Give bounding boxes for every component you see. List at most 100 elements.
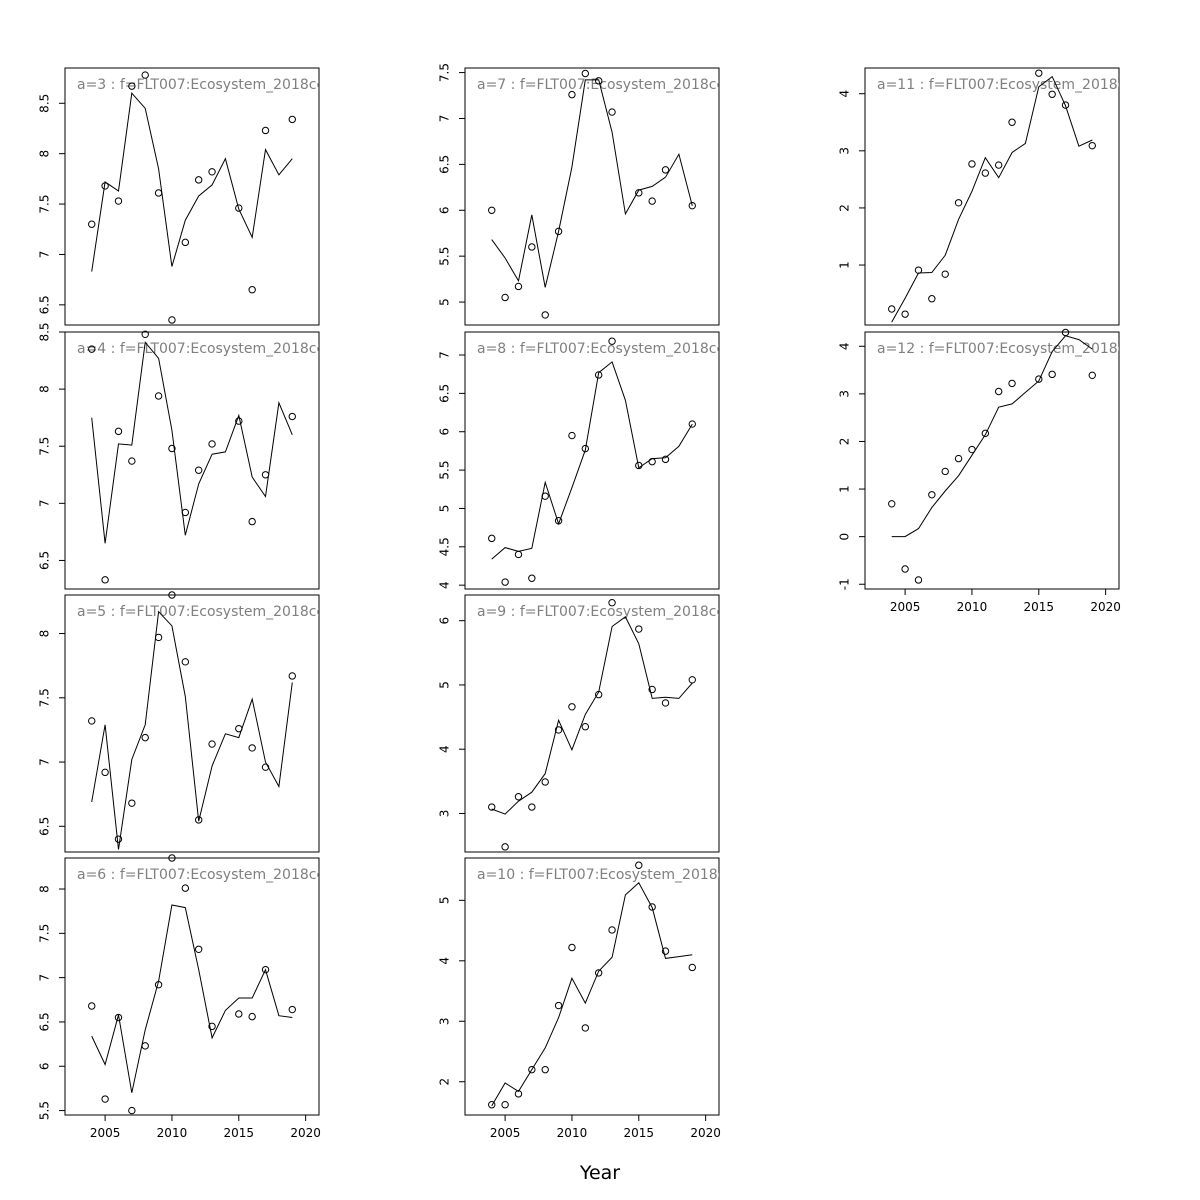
y-tick-label: 6 (438, 617, 452, 625)
panel-frame (464, 67, 720, 326)
observed-point (248, 1012, 256, 1021)
observed-point (594, 969, 603, 977)
panel-0: a=3 : f=FLT007:Ecosystem_2018cor 6.5 7 7.5 8… (38, 67, 320, 326)
observed-point (248, 744, 256, 752)
panel-frame (64, 67, 320, 326)
observed-point (914, 266, 923, 274)
observed-point (501, 843, 509, 851)
y-tick-label: 5.5 (38, 1101, 52, 1120)
observed-point (114, 197, 123, 205)
observed-point (661, 699, 670, 707)
y-tick-label: 3 (438, 1017, 452, 1025)
panel-1: a=4 : f=FLT007:Ecosystem_2018cor 6.5 7 7.5 8… (38, 322, 331, 590)
y-tick-label: 8 (38, 630, 52, 638)
panel-3: a=6 : f=FLT007:Ecosystem_2018cor 5.5 6 6.5 7… (38, 854, 321, 1140)
fitted-line (491, 361, 693, 560)
observed-point (888, 500, 896, 508)
observed-point (194, 176, 203, 184)
fitted-line (491, 616, 693, 815)
panel-6: a=9 : f=FLT007:Ecosystem_2018cor 3 4 5 6 (438, 594, 720, 853)
observed-point (528, 803, 536, 811)
observed-point (901, 565, 909, 573)
x-axis-label: Year (579, 1162, 620, 1184)
observed-point (661, 455, 670, 464)
panel-7: a=10 : f=FLT007:Ecosystem_2018cor 2 3 4 5 200… (438, 857, 721, 1140)
observed-point (501, 293, 509, 302)
y-tick-label: 5.5 (438, 247, 452, 266)
observed-point (661, 947, 670, 955)
observed-point (528, 574, 536, 582)
y-tick-label: 6 (438, 206, 452, 214)
observed-point (528, 243, 536, 251)
observed-point (541, 311, 549, 319)
x-tick-label: 2010 (557, 1126, 588, 1140)
panel-frame (64, 331, 320, 590)
panel-frame (64, 594, 320, 853)
observed-point (288, 115, 296, 124)
observed-point (968, 160, 976, 168)
observed-point (248, 517, 256, 526)
observed-point (514, 550, 523, 559)
y-tick-label: 4 (438, 957, 452, 965)
panel-4: a=7 : f=FLT007:Ecosystem_2018cor 5 5.5 6 6.5… (438, 63, 731, 326)
panel-title: a=4 : f=FLT007:Ecosystem_2018cor (77, 341, 331, 357)
panel-title: a=11 : f=FLT007:Ecosystem_2018cor (877, 77, 1140, 93)
observed-point (128, 82, 136, 90)
observed-point (928, 295, 936, 303)
y-tick-label: 3 (838, 390, 852, 398)
y-tick-label: 6.5 (438, 155, 452, 174)
observed-point (528, 1065, 536, 1074)
panel-frame (464, 857, 720, 1116)
y-tick-label: 6.5 (38, 295, 52, 314)
fitted-line (491, 882, 693, 1107)
y-tick-label: 7.5 (38, 195, 52, 214)
observed-point (1048, 90, 1056, 98)
y-tick-label: 7.5 (38, 437, 52, 456)
observed-point (688, 420, 696, 428)
observed-point (154, 981, 163, 989)
y-tick-label: 8 (38, 385, 52, 393)
fitted-line (91, 904, 293, 1093)
y-tick-label: 8 (38, 150, 52, 158)
fitted-line (491, 79, 693, 288)
panel-title: a=7 : f=FLT007:Ecosystem_2018cor (477, 77, 731, 93)
observed-point (501, 1101, 509, 1109)
y-tick-label: 6.5 (38, 551, 52, 570)
y-tick-label: 0 (838, 533, 852, 541)
observed-point (261, 471, 270, 479)
y-tick-label: 5 (438, 505, 452, 513)
y-tick-label: 7.5 (38, 924, 52, 943)
y-tick-label: 4 (838, 342, 852, 350)
x-tick-label: 2020 (1090, 600, 1121, 614)
x-tick-label: 2015 (624, 1126, 655, 1140)
observed-point (101, 576, 109, 584)
observed-point (994, 387, 1003, 396)
observed-point (541, 492, 549, 500)
y-tick-label: 7 (38, 758, 52, 766)
observed-point (688, 676, 696, 684)
observed-point (488, 206, 496, 214)
observed-point (954, 454, 963, 463)
observed-point (488, 1101, 496, 1109)
observed-point (141, 330, 149, 338)
observed-point (1061, 328, 1070, 337)
y-tick-label: 4.5 (438, 537, 452, 556)
y-tick-label: 7 (438, 115, 452, 123)
fitted-line (891, 335, 1093, 538)
observed-point (914, 576, 923, 584)
fitted-line (91, 610, 293, 850)
observed-point (208, 1022, 216, 1031)
y-tick-label: 6.5 (38, 817, 52, 836)
observed-point (154, 633, 163, 642)
observed-point (1088, 141, 1096, 150)
observed-point (688, 963, 696, 972)
panel-title: a=12 : f=FLT007:Ecosystem_2018cor (877, 341, 1140, 357)
observed-point (608, 337, 616, 345)
observed-point (901, 310, 909, 318)
observed-point (288, 412, 296, 421)
y-tick-label: 3 (438, 810, 452, 818)
y-tick-label: 8.5 (38, 322, 52, 341)
x-tick-label: 2015 (1024, 600, 1055, 614)
y-tick-label: 5.5 (438, 461, 452, 480)
